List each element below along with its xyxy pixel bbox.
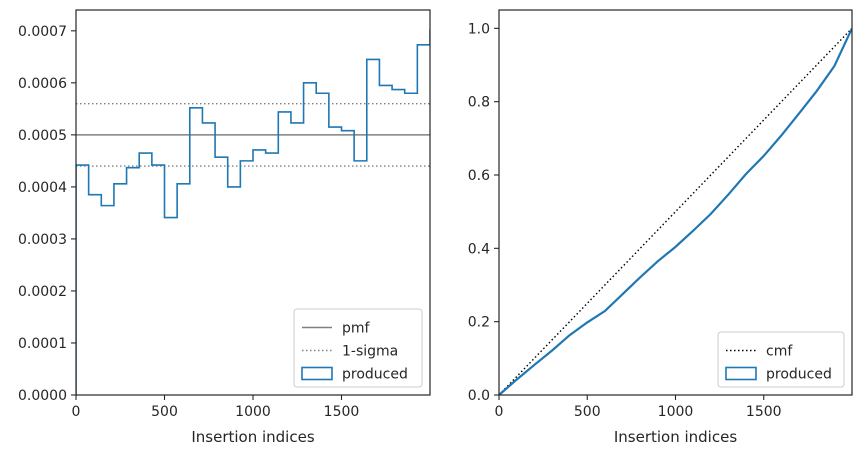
legend: cmf produced (717, 331, 845, 388)
x-axis-label: Insertion indices (614, 428, 737, 446)
series-cmf-line (499, 27, 852, 395)
y-tick-label: 0.0006 (18, 76, 67, 92)
legend-box (717, 331, 845, 388)
right-panel-cumulative: 0 500 1000 1500 0.0 0.2 0.4 0.6 0.8 1.0 Insertion … (468, 9, 853, 446)
x-tick-label: 1500 (324, 404, 360, 420)
y-tick-label: 0.8 (468, 95, 490, 111)
y-tick-label: 0.4 (468, 241, 490, 257)
left-panel-histogram: 0 500 1000 1500 0.0000 0.0001 0.0002 0.0003 0.00… (18, 9, 431, 446)
legend-handle-patch (725, 366, 757, 381)
x-tick-label: 0 (495, 404, 504, 420)
y-tick-label: 0.0003 (18, 232, 67, 248)
y-tick-label: 0.2 (468, 315, 490, 331)
y-tick-label: 0.0 (468, 388, 490, 404)
y-tick-label: 1.0 (468, 21, 490, 37)
legend-label: pmf (342, 321, 371, 337)
y-tick-label: 0.0007 (18, 24, 67, 40)
y-tick-label: 0.6 (468, 168, 490, 184)
series-produced-step (76, 29, 430, 395)
plot-area (76, 29, 430, 395)
y-tick-label: 0.0004 (18, 180, 67, 196)
x-tick-label: 0 (72, 404, 81, 420)
y-tick-label: 0.0000 (18, 388, 67, 404)
legend-label: produced (342, 367, 408, 383)
legend: pmf 1-sigma produced (293, 308, 423, 388)
series-produced-line (499, 27, 852, 395)
plot-area (499, 27, 852, 395)
y-tick-label: 0.0002 (18, 284, 67, 300)
legend-label: 1-sigma (342, 344, 398, 360)
x-tick-label: 500 (574, 404, 601, 420)
x-tick-label: 1000 (235, 404, 271, 420)
legend-label: cmf (766, 344, 793, 360)
legend-handle-patch (301, 366, 333, 381)
legend-label: produced (766, 367, 832, 383)
x-tick-label: 1000 (658, 404, 694, 420)
x-tick-label: 500 (151, 404, 178, 420)
x-tick-label: 1500 (746, 404, 782, 420)
x-axis-label: Insertion indices (191, 428, 314, 446)
y-tick-label: 0.0001 (18, 336, 67, 352)
y-tick-label: 0.0005 (18, 128, 67, 144)
